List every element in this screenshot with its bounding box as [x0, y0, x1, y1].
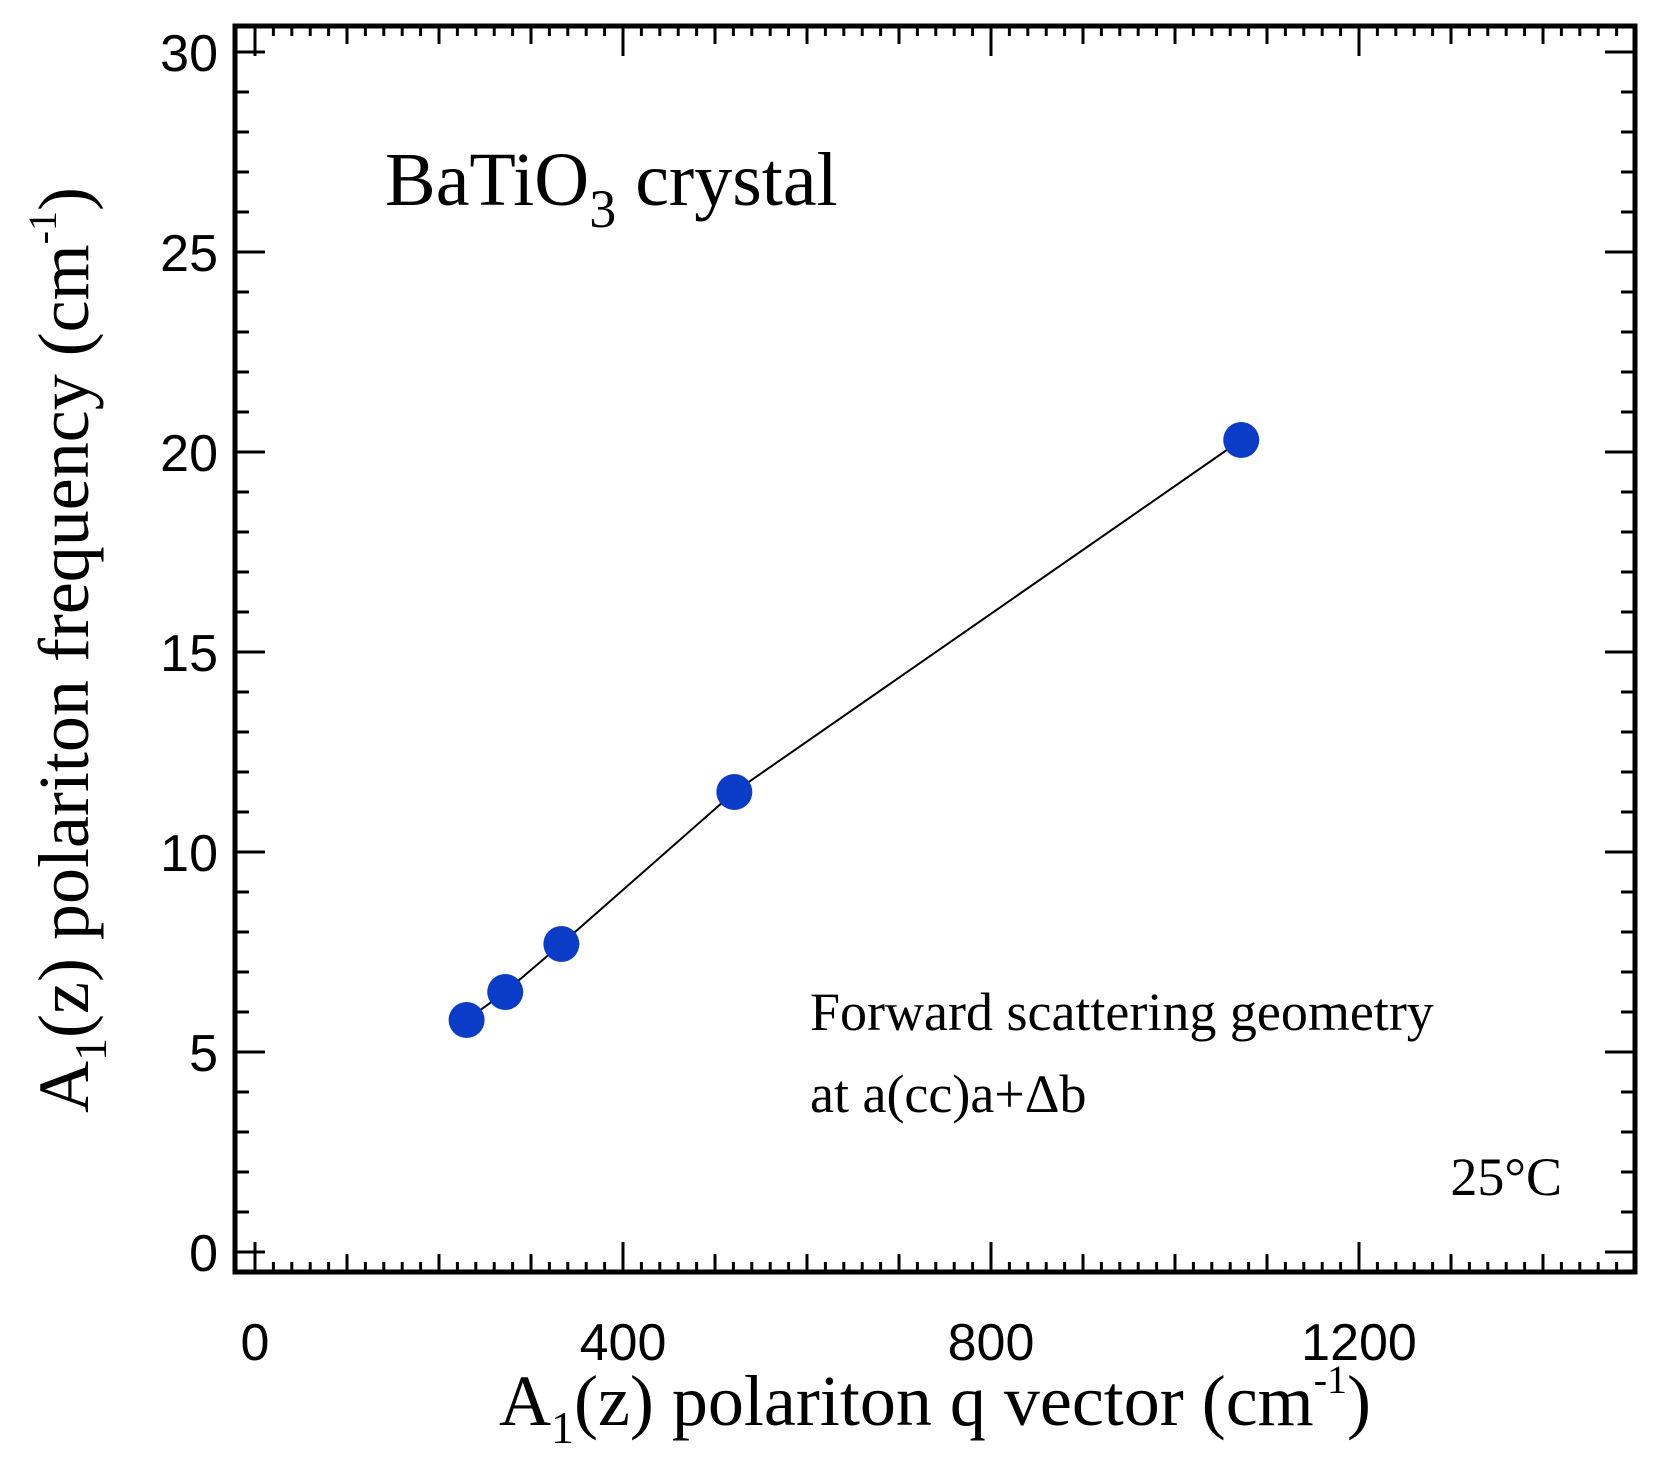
sample-label: BaTiO3 crystal [385, 138, 838, 239]
x-tick-label: 1200 [1301, 1314, 1417, 1372]
x-axis-title: A1(z) polariton q vector (cm-1) [499, 1357, 1371, 1453]
axis-ticks [235, 26, 1637, 1272]
data-points [448, 422, 1260, 1038]
y-tick-label: 15 [160, 625, 218, 683]
data-point [543, 926, 580, 962]
geometry-label-line1: Forward scattering geometry [810, 982, 1434, 1042]
x-tick-label: 800 [948, 1314, 1035, 1372]
x-tick-label: 0 [241, 1314, 270, 1372]
x-tick-label: 400 [580, 1314, 667, 1372]
y-tick-labels: 0 5 10 15 20 25 30 [160, 25, 218, 1283]
data-point [448, 1002, 485, 1038]
data-point [1223, 422, 1260, 458]
y-tick-label: 5 [189, 1025, 218, 1083]
y-tick-label: 10 [160, 825, 218, 883]
series-line [466, 439, 1242, 1021]
y-tick-label: 25 [160, 225, 218, 283]
data-point [487, 974, 524, 1010]
x-tick-labels: 0 400 800 1200 [241, 1314, 1417, 1372]
y-axis-title: A1(z) polariton frequency (cm-1) [20, 187, 116, 1113]
y-tick-label: 0 [189, 1225, 218, 1283]
y-tick-label: 20 [160, 425, 218, 483]
y-tick-label: 30 [160, 25, 218, 83]
geometry-label-line2: at a(cc)a+Δb [810, 1064, 1087, 1124]
temperature-label: 25°C [1450, 1147, 1562, 1207]
data-point [716, 774, 753, 810]
